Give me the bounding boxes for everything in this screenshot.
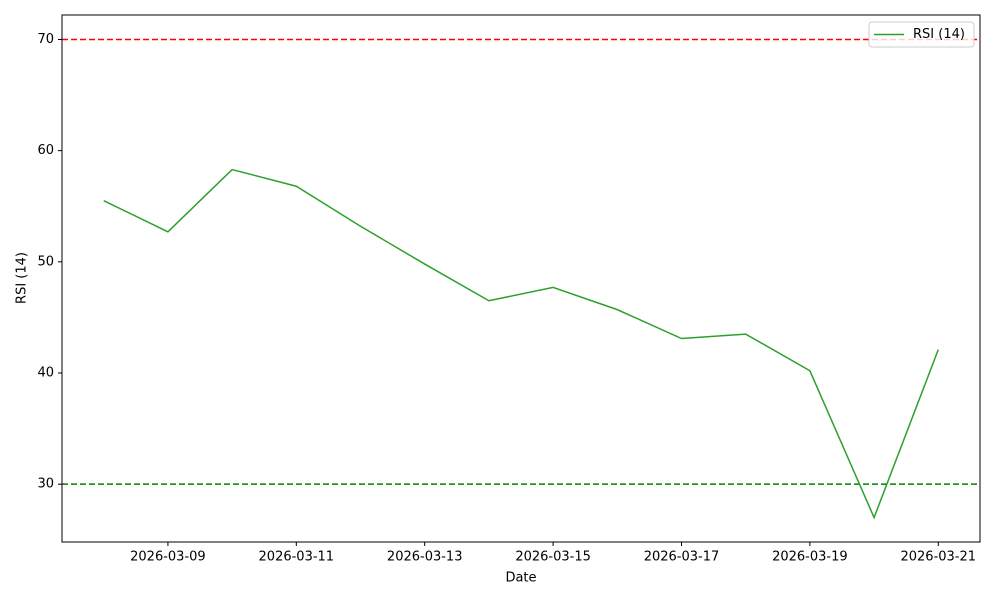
plot-frame [61,14,981,543]
x-tick-label: 2026-03-13 [387,550,463,565]
legend-label: RSI (14) [913,27,965,42]
x-axis-label: Date [505,571,536,586]
y-tick-label: 30 [37,477,54,492]
data-line [103,168,939,520]
y-tick-label: 40 [37,366,54,381]
x-tick-label: 2026-03-11 [259,550,335,565]
y-tick-label: 70 [37,32,54,47]
x-tick-label: 2026-03-21 [900,550,976,565]
y-tick-label: 50 [37,254,54,269]
x-tick-label: 2026-03-15 [515,550,591,565]
x-tick-label: 2026-03-09 [130,550,206,565]
legend-box [868,21,975,48]
x-tick-label: 2026-03-19 [772,550,848,565]
y-axis-label: RSI (14) [15,252,30,304]
y-tick-label: 60 [37,143,54,158]
x-tick-label: 2026-03-17 [644,550,720,565]
